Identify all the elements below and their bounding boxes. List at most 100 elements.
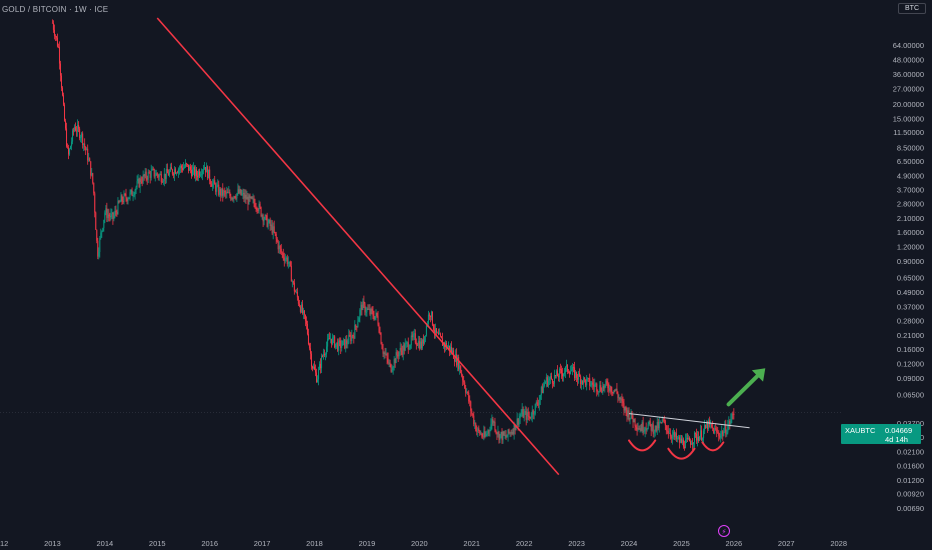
- candle-body: [667, 431, 669, 434]
- candle-body: [678, 437, 680, 443]
- candle-body: [184, 163, 186, 167]
- candle-body: [285, 257, 287, 259]
- candle-body: [501, 432, 503, 441]
- candle-body: [624, 406, 626, 411]
- candle-body: [383, 352, 385, 354]
- candle-body: [113, 215, 115, 219]
- candle-body: [265, 215, 267, 216]
- candle-body: [484, 431, 486, 437]
- y-tick-label: 15.00000: [893, 115, 924, 124]
- candle-body: [366, 308, 368, 312]
- candle-body: [539, 395, 541, 400]
- candle-body: [173, 169, 175, 176]
- candle-body: [74, 127, 76, 131]
- candle-body: [66, 128, 68, 147]
- candle-body: [420, 341, 422, 349]
- candle-body: [88, 158, 90, 161]
- candle-body: [85, 146, 87, 151]
- candle-body: [371, 308, 373, 312]
- candle-body: [299, 306, 301, 312]
- currency-badge[interactable]: BTC: [898, 3, 926, 14]
- candle-body: [233, 196, 235, 199]
- x-tick-label: 2020: [411, 539, 428, 548]
- candle-body: [94, 193, 96, 213]
- candle-body: [183, 166, 185, 168]
- candle-body: [502, 431, 504, 441]
- candle-body: [509, 432, 511, 434]
- candle-body: [160, 174, 162, 182]
- candle-body: [677, 437, 679, 439]
- candle-body: [125, 194, 127, 199]
- candle-body: [226, 191, 228, 194]
- candle-body: [521, 408, 523, 415]
- candle-body: [229, 192, 231, 196]
- candle-body: [54, 35, 56, 37]
- candle-body: [77, 125, 79, 132]
- candle-body: [494, 421, 496, 431]
- candle-body: [351, 335, 353, 341]
- candle-body: [270, 224, 272, 227]
- candle-body: [729, 421, 731, 424]
- candle-body: [93, 182, 95, 194]
- candle-body: [586, 378, 588, 386]
- candle-body: [186, 164, 188, 165]
- candle-body: [323, 354, 325, 357]
- candle-body: [213, 180, 215, 184]
- candle-body: [140, 178, 142, 183]
- candle-body: [408, 348, 410, 350]
- candle-body: [178, 168, 180, 170]
- y-tick-label: 0.03700: [897, 419, 924, 428]
- candle-body: [293, 282, 295, 292]
- candle-body: [465, 387, 467, 393]
- candle-body: [95, 212, 97, 230]
- candle-body: [166, 168, 168, 174]
- candle-body: [464, 382, 466, 388]
- candle-body: [116, 211, 118, 214]
- candle-body: [472, 413, 474, 416]
- candle-body: [434, 328, 436, 333]
- candle-body: [104, 212, 106, 220]
- candle-body: [479, 430, 481, 435]
- y-tick-label: 0.49000: [897, 288, 924, 297]
- candle-body: [108, 214, 110, 216]
- candle-body: [71, 141, 73, 147]
- y-tick-label: 8.50000: [897, 143, 924, 152]
- candle-body: [127, 198, 129, 202]
- time-axis[interactable]: 2012 2013 2014 2015 2016 2017 2018 2019 2020 2021…: [0, 539, 847, 548]
- candle-body: [167, 173, 169, 176]
- candle-body: [253, 198, 255, 204]
- candle-body: [55, 36, 57, 38]
- candle-body: [655, 425, 657, 431]
- candle-body: [189, 166, 191, 171]
- candle-body: [292, 281, 294, 283]
- candle-body: [276, 238, 278, 242]
- candle-body: [698, 436, 700, 441]
- candle-body: [631, 411, 633, 419]
- candle-body: [235, 197, 237, 199]
- alert-icon[interactable]: ⚡: [718, 525, 730, 537]
- candle-body: [451, 347, 453, 353]
- candle-body: [592, 382, 594, 385]
- x-tick-label: 2014: [96, 539, 113, 548]
- candle-body: [170, 167, 172, 170]
- candle-body: [411, 335, 413, 338]
- candle-body: [524, 411, 526, 413]
- candle-body: [329, 338, 331, 340]
- candle-body: [207, 166, 209, 179]
- price-axis[interactable]: 64.00000 48.00000 36.00000 27.00000 20.00000…: [893, 41, 924, 513]
- candle-body: [129, 192, 131, 198]
- candle-body: [414, 333, 416, 343]
- candle-body: [278, 245, 280, 250]
- candle-body: [471, 410, 473, 414]
- candle-body: [474, 423, 476, 425]
- y-tick-label: 3.70000: [897, 185, 924, 194]
- candle-body: [318, 369, 320, 380]
- candle-body: [500, 432, 502, 435]
- candle-body: [488, 430, 490, 432]
- candle-body: [115, 210, 117, 212]
- candle-body: [238, 189, 240, 194]
- candle-body: [727, 425, 729, 433]
- candle-body: [157, 175, 159, 178]
- candle-body: [692, 443, 694, 445]
